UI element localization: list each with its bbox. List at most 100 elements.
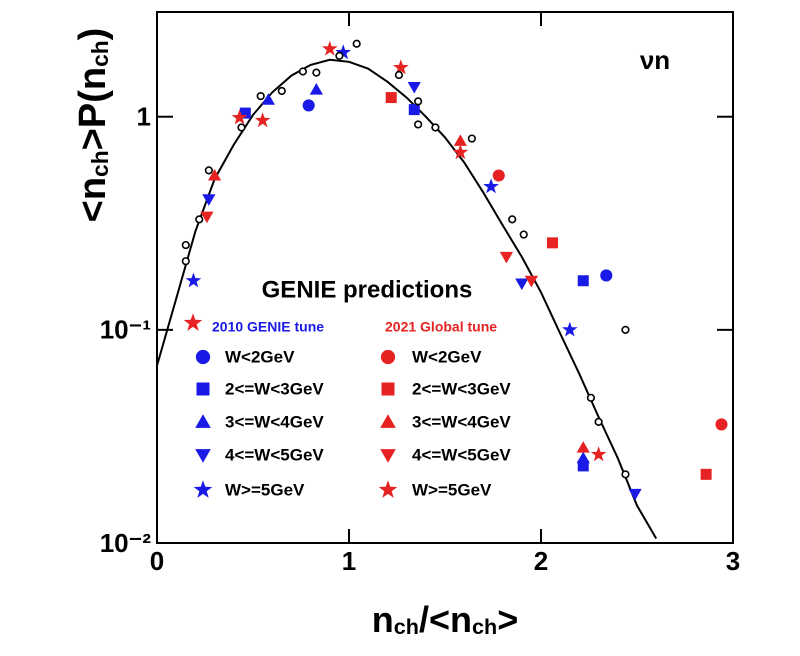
marker [181,257,190,266]
marker [414,97,423,106]
axis-label-part: > [497,599,518,640]
legend-group-title: 2021 Global tune [385,319,497,335]
marker [453,134,467,146]
legend-label: 3<=W<4GeV [412,412,511,431]
marker [378,480,398,498]
axis-label-part: n [372,599,394,640]
marker [483,178,499,194]
marker [431,123,440,132]
axis-label-part: ) [72,28,114,41]
axis-label-part: /<n [419,599,472,640]
marker [196,382,210,396]
marker [200,211,214,224]
marker [237,123,246,132]
marker [715,418,728,431]
legend-label: W<2GeV [225,347,295,366]
legend-label: W>=5GeV [412,480,492,499]
x-tick-label: 1 [342,546,356,576]
marker [239,107,251,119]
marker [499,251,514,264]
y-tick-label: 1 [137,102,151,132]
marker [628,488,642,501]
marker [185,272,202,288]
axis-label-part: <n [72,177,114,222]
marker [195,414,211,428]
marker [577,460,589,472]
marker [181,240,190,250]
legend-label: 4<=W<5GeV [412,445,511,464]
fit-curve [156,58,658,540]
x-tick-label: 3 [726,546,740,576]
x-tick-label: 0 [150,546,164,576]
axis-label-subscript: ch [87,40,113,67]
legend-label: 4<=W<5GeV [225,445,324,464]
marker [193,480,213,498]
marker [309,83,323,95]
marker [380,414,396,428]
marker [195,215,204,224]
marker [700,468,712,480]
legend-marker [183,313,203,331]
marker [576,441,590,453]
marker [195,349,211,365]
legend-label: W>=5GeV [225,480,305,499]
marker [254,112,271,128]
marker [594,417,603,426]
marker [393,59,409,75]
marker [414,120,423,129]
marker [335,51,344,60]
marker [302,99,315,112]
axis-label-subscript: ch [394,614,419,639]
marker [492,169,505,182]
legend-label: 3<=W<4GeV [225,412,324,431]
marker [519,230,528,239]
legend-label: 2<=W<3GeV [225,379,324,398]
marker [335,44,352,60]
marker [256,91,265,101]
marker [562,321,578,337]
marker [322,40,338,56]
marker [408,104,420,116]
x-tick-label: 2 [534,546,548,576]
marker [515,278,529,291]
marker [261,93,275,105]
legend-group-title: 2010 GENIE tune [212,319,324,335]
axis-label: <nch>P(nch) [72,28,114,223]
axis-label-part: >P(n [72,67,114,150]
legend-title: GENIE predictions [262,276,473,303]
marker [204,166,213,175]
marker [467,134,476,143]
annotation: νn [640,45,670,75]
marker [208,168,222,181]
legend-label: 2<=W<3GeV [412,379,511,398]
marker [508,215,517,224]
marker [547,237,559,249]
marker [298,67,308,76]
legend-label: W<2GeV [412,347,482,366]
y-tick-label: 10⁻² [100,528,152,558]
marker [452,144,469,160]
marker [202,194,216,206]
plot-frame [156,11,734,544]
axis-label: nch/<nch> [372,599,518,640]
marker [381,382,395,396]
marker [576,451,590,464]
y-tick-label: 10⁻¹ [100,315,151,345]
marker [277,86,286,96]
marker [394,70,404,80]
marker [621,325,630,334]
marker [195,449,211,463]
marker [352,39,361,48]
axis-label-subscript: ch [472,614,497,639]
marker [312,68,321,77]
marker [380,349,396,365]
marker [385,92,397,104]
marker [380,449,396,463]
marker [586,393,596,402]
marker [524,275,538,288]
marker [600,269,613,282]
marker [231,109,248,125]
marker [621,470,630,479]
axis-label-subscript: ch [87,150,113,177]
